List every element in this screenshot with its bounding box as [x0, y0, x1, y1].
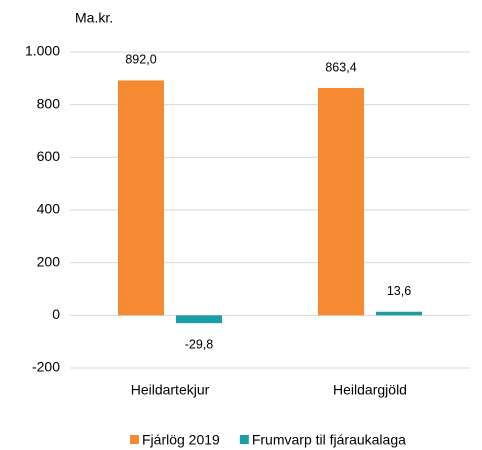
x-tick-label: Heildargjöld: [333, 382, 407, 398]
y-tick-label: 1.000: [25, 43, 60, 59]
legend-swatch: [239, 435, 249, 444]
bar: [118, 80, 164, 316]
bar: [176, 315, 222, 324]
y-axis-label: Ma.kr.: [75, 10, 113, 26]
y-tick-label: 800: [37, 95, 61, 111]
x-tick-label: Heildartekjur: [131, 382, 210, 398]
value-label: 892,0: [125, 53, 156, 67]
bar: [376, 311, 422, 316]
legend-label: Fjárlög 2019: [142, 432, 220, 448]
value-label: 13,6: [387, 284, 411, 298]
legend-swatch: [130, 435, 139, 444]
y-tick-label: 400: [37, 201, 61, 217]
y-tick-label: 0: [52, 306, 60, 322]
value-label: 863,4: [325, 60, 356, 74]
y-tick-label: 600: [37, 148, 61, 164]
legend-label: Frumvarp til fjáraukalaga: [252, 432, 406, 448]
y-tick-label: 200: [37, 253, 61, 269]
value-label: -29,8: [185, 337, 214, 351]
y-tick-label: -200: [32, 359, 60, 375]
bar: [318, 87, 364, 316]
